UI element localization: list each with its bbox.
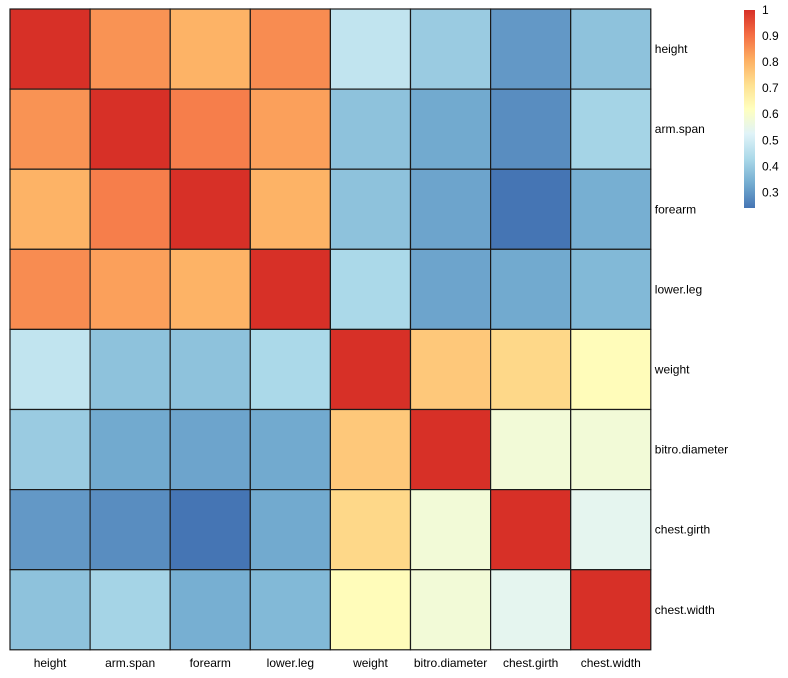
heatmap-cell: [329, 168, 412, 250]
heatmap-cell: [89, 408, 171, 491]
heatmap-cell: [409, 569, 492, 651]
heatmap-cell: [329, 8, 412, 90]
heatmap-cell: [249, 489, 332, 571]
heatmap-cell: [409, 168, 492, 250]
legend-tick-label: 0.6: [762, 107, 779, 121]
heatmap-cell: [490, 248, 572, 331]
heatmap-cell: [9, 489, 91, 571]
heatmap-cell: [249, 569, 332, 651]
heatmap-cell: [329, 248, 412, 331]
heatmap-cell: [9, 408, 91, 491]
heatmap-cell: [89, 328, 171, 411]
heatmap-cell: [570, 328, 652, 411]
heatmap-cell: [9, 8, 91, 90]
heatmap-cell: [89, 569, 171, 651]
legend-tick-label: 0.5: [762, 133, 779, 147]
heatmap-cell: [490, 569, 572, 651]
heatmap-cell: [9, 168, 91, 250]
column-label: forearm: [190, 656, 231, 670]
legend-tick-label: 0.8: [762, 55, 779, 69]
heatmap-cell: [570, 8, 652, 90]
heatmap-cell: [329, 489, 412, 571]
heatmap-cell: [409, 489, 492, 571]
heatmap-cell: [249, 328, 332, 411]
heatmap-cell: [89, 489, 171, 571]
heatmap-cell: [169, 8, 251, 90]
row-label: lower.leg: [655, 282, 702, 296]
heatmap-cell: [89, 88, 171, 170]
heatmap-cell: [89, 248, 171, 331]
heatmap-cell: [490, 408, 572, 491]
row-label: chest.width: [655, 603, 715, 617]
heatmap-cell: [490, 168, 572, 250]
legend-tick-label: 0.9: [762, 29, 779, 43]
heatmap-cell: [490, 328, 572, 411]
heatmap-cells: [9, 8, 652, 651]
heatmap-cell: [249, 248, 332, 331]
heatmap-cell: [570, 489, 652, 571]
heatmap-cell: [169, 328, 251, 411]
heatmap-cell: [409, 408, 492, 491]
heatmap-cell: [570, 569, 652, 651]
heatmap-cell: [89, 8, 171, 90]
heatmap-cell: [249, 408, 332, 491]
heatmap-cell: [409, 88, 492, 170]
heatmap-cell: [329, 569, 412, 651]
row-label: weight: [654, 362, 690, 376]
heatmap-cell: [570, 88, 652, 170]
heatmap-cell: [490, 489, 572, 571]
heatmap-cell: [9, 88, 91, 170]
row-label: bitro.diameter: [655, 443, 728, 457]
heatmap-cell: [169, 489, 251, 571]
column-label: height: [34, 656, 67, 670]
legend-ticks: 1 0.9 0.8 0.7 0.6 0.5 0.4 0.3: [762, 3, 779, 199]
heatmap-cell: [9, 248, 91, 331]
heatmap-cell: [329, 88, 412, 170]
row-labels: height arm.span forearm lower.leg weight bitr…: [654, 42, 728, 617]
legend-tick-label: 0.3: [762, 185, 779, 199]
row-label: chest.girth: [655, 523, 710, 537]
heatmap-cell: [249, 168, 332, 250]
heatmap-cell: [89, 168, 171, 250]
heatmap-cell: [169, 408, 251, 491]
heatmap-cell: [570, 408, 652, 491]
heatmap-cell: [9, 569, 91, 651]
heatmap-cell: [409, 328, 492, 411]
column-label: chest.girth: [503, 656, 558, 670]
column-label: chest.width: [581, 656, 641, 670]
heatmap-cell: [169, 569, 251, 651]
heatmap-cell: [570, 168, 652, 250]
column-labels: height arm.span forearm lower.leg weight bitr…: [34, 656, 641, 670]
heatmap-cell: [9, 328, 91, 411]
heatmap-cell: [490, 88, 572, 170]
legend-tick-label: 0.4: [762, 159, 779, 173]
color-legend: 1 0.9 0.8 0.7 0.6 0.5 0.4 0.3: [744, 3, 779, 208]
heatmap-cell: [409, 248, 492, 331]
heatmap-cell: [249, 8, 332, 90]
row-label: forearm: [655, 202, 696, 216]
column-label: bitro.diameter: [414, 656, 487, 670]
heatmap-cell: [169, 88, 251, 170]
column-label: lower.leg: [267, 656, 314, 670]
row-label: height: [655, 42, 688, 56]
legend-tick-label: 0.7: [762, 81, 779, 95]
column-label: arm.span: [105, 656, 155, 670]
heatmap-cell: [249, 88, 332, 170]
legend-tick-label: 1: [762, 3, 769, 17]
heatmap-cell: [409, 8, 492, 90]
heatmap-cell: [329, 328, 412, 411]
heatmap-cell: [169, 168, 251, 250]
heatmap-cell: [570, 248, 652, 331]
heatmap-cell: [490, 8, 572, 90]
heatmap-cell: [169, 248, 251, 331]
legend-color-bar: [744, 10, 755, 208]
row-label: arm.span: [655, 122, 705, 136]
heatmap-cell: [329, 408, 412, 491]
column-label: weight: [352, 656, 388, 670]
